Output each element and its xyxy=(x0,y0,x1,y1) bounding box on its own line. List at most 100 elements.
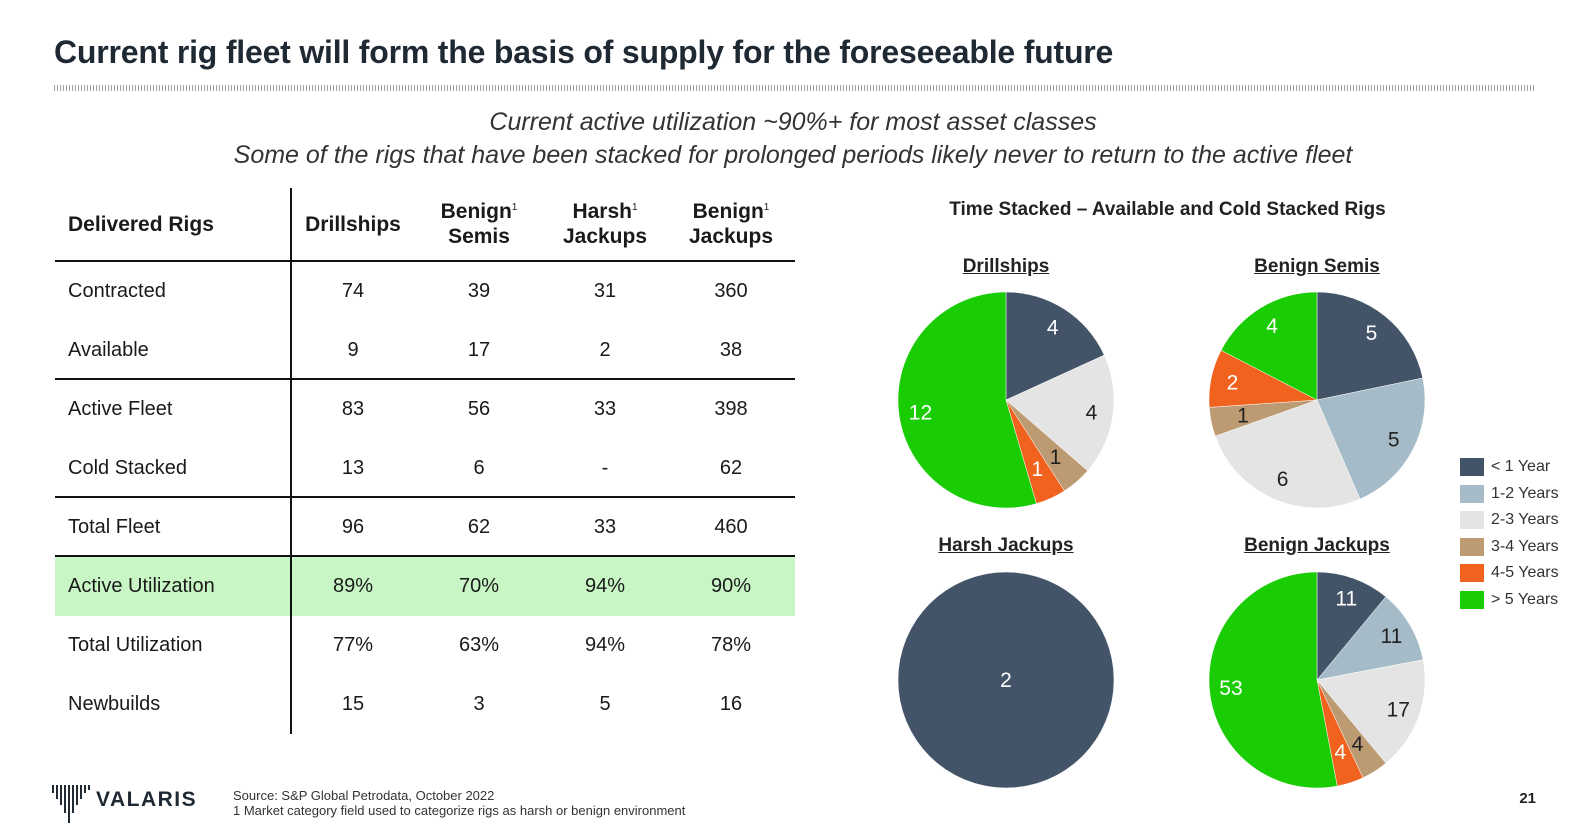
footnote-marker: 1 xyxy=(511,202,518,213)
pie-slice-2-3-years xyxy=(1005,354,1115,472)
column-header-line1: Harsh xyxy=(572,200,632,223)
table-cell: 9 xyxy=(347,339,359,361)
table-cell: 16 xyxy=(719,693,743,715)
table-cell: 39 xyxy=(467,280,491,302)
table-row: Total Utilization 77% 63% 94% 78% xyxy=(55,616,795,675)
row-label: Available xyxy=(68,339,149,361)
legend-item: < 1 Year xyxy=(1460,454,1559,481)
valaris-logo-mark xyxy=(52,785,90,825)
pie-chart-harsh-jackups: 2 xyxy=(897,571,1115,789)
pie-title-drillships: Drillships xyxy=(962,256,1050,277)
legend-swatch xyxy=(1460,458,1484,477)
table-divider xyxy=(55,555,795,557)
legend-label: > 5 Years xyxy=(1491,590,1559,608)
table-cell: 2 xyxy=(599,339,611,361)
title-divider xyxy=(54,85,1536,91)
pie-slice-lt-1-year xyxy=(1316,571,1387,681)
page-title: Current rig fleet will form the basis of… xyxy=(54,34,1114,70)
table-cell: 33 xyxy=(593,398,617,420)
table-row: Available 9 17 2 38 xyxy=(55,321,795,380)
page-number: 21 xyxy=(1519,790,1536,807)
pie-slice-gt-5-years xyxy=(1220,291,1318,401)
chart-legend: < 1 Year 1-2 Years 2-3 Years 3-4 Years 4… xyxy=(1460,454,1559,613)
pie-data-label: 2 xyxy=(1000,669,1012,692)
table-cell: 13 xyxy=(341,457,365,479)
row-label: Total Utilization xyxy=(68,634,203,656)
pie-slice-lt-1-year xyxy=(1005,291,1105,401)
pie-data-label: 5 xyxy=(1388,429,1400,452)
column-header-line1: Benign xyxy=(692,200,764,223)
row-label: Cold Stacked xyxy=(68,457,187,479)
table-cell: 33 xyxy=(593,516,617,538)
legend-label: < 1 Year xyxy=(1491,458,1551,476)
table-cell: 78% xyxy=(710,634,752,656)
pie-slice-gt-5-years xyxy=(1208,571,1338,789)
subtitle-line-2: Some of the rigs that have been stacked … xyxy=(233,141,1353,169)
table-cell: 360 xyxy=(714,280,748,302)
pie-data-label: 5 xyxy=(1366,322,1378,345)
table-cell: 96 xyxy=(341,516,365,538)
table-cell: 6 xyxy=(473,457,485,479)
table-cell: 63% xyxy=(458,634,500,656)
column-header-benign-jackups: Benign1 Jackups xyxy=(668,199,794,249)
column-header-line2: Jackups xyxy=(562,225,648,248)
row-label: Newbuilds xyxy=(68,693,161,715)
pie-data-label: 1 xyxy=(1050,446,1062,469)
pie-data-label: 4 xyxy=(1086,401,1098,424)
row-label: Active Fleet xyxy=(68,398,173,420)
table-cell: 31 xyxy=(593,280,617,302)
table-vertical-divider xyxy=(290,188,292,734)
legend-swatch xyxy=(1460,511,1484,530)
pie-chart-benign-jackups: 11 11 17 44 53 xyxy=(1208,571,1426,789)
chart-title: Time Stacked – Available and Cold Stacke… xyxy=(949,199,1386,220)
table-row: Newbuilds 15 3 5 16 xyxy=(55,675,795,734)
table-row: Active Utilization 89% 70% 94% 90% xyxy=(55,557,795,616)
table-cell: 62 xyxy=(719,457,743,479)
row-label: Total Fleet xyxy=(68,516,161,538)
delivered-rigs-table: Delivered Rigs Drillships Benign1 Semis … xyxy=(55,188,795,734)
legend-label: 1-2 Years xyxy=(1491,484,1559,502)
table-cell: 62 xyxy=(467,516,491,538)
table-header-label: Delivered Rigs xyxy=(68,212,214,236)
legend-label: 3-4 Years xyxy=(1491,537,1559,555)
pie-chart-drillships: 4 4 11 12 xyxy=(897,291,1115,509)
table-cell: - xyxy=(601,457,609,479)
table-row: Cold Stacked 13 6 - 62 xyxy=(55,439,795,498)
legend-item: 1-2 Years xyxy=(1460,481,1559,508)
pie-slice-1-2-years xyxy=(1316,596,1424,681)
pie-slice-gt-5-years xyxy=(897,291,1037,509)
column-header-line2: Jackups xyxy=(688,225,774,248)
pie-title-benign-semis: Benign Semis xyxy=(1254,256,1380,277)
table-cell: 94% xyxy=(584,634,626,656)
table-row: Active Fleet 83 56 33 398 xyxy=(55,380,795,439)
table-cell: 398 xyxy=(714,398,748,420)
footnote-marker: 1 xyxy=(631,202,638,213)
row-label: Active Utilization xyxy=(68,575,215,597)
pie-title-benign-jackups: Benign Jackups xyxy=(1244,535,1390,556)
column-header-harsh-jackups: Harsh1 Jackups xyxy=(542,199,668,249)
table-cell: 38 xyxy=(719,339,743,361)
pie-slice-2-3-years xyxy=(1316,659,1426,764)
legend-swatch xyxy=(1460,484,1484,503)
legend-item: > 5 Years xyxy=(1460,587,1559,614)
valaris-logo: VALARIS xyxy=(52,785,197,825)
table-cell: 83 xyxy=(341,398,365,420)
pie-data-label: 4 xyxy=(1266,315,1278,338)
subtitle-line-1: Current active utilization ~90%+ for mos… xyxy=(489,108,1097,136)
table-cell: 3 xyxy=(473,693,485,715)
pie-title-harsh-jackups: Harsh Jackups xyxy=(938,535,1074,556)
row-label: Contracted xyxy=(68,280,166,302)
table-cell: 77% xyxy=(332,634,374,656)
column-header-line2: Semis xyxy=(448,225,510,248)
table-row: Total Fleet 96 62 33 460 xyxy=(55,498,795,557)
pie-data-label: 53 xyxy=(1219,677,1242,700)
pie-slice-2-3-years xyxy=(1214,399,1361,509)
active-utilization-highlight xyxy=(55,556,795,616)
table-cell: 460 xyxy=(714,516,748,538)
table-cell: 94% xyxy=(584,575,626,597)
pie-slice-1-2-years xyxy=(1316,377,1426,500)
pie-slice-lt-1-year xyxy=(1316,291,1424,401)
table-cell: 74 xyxy=(341,280,365,302)
legend-label: 2-3 Years xyxy=(1491,511,1559,529)
pie-data-label: 12 xyxy=(909,401,932,424)
